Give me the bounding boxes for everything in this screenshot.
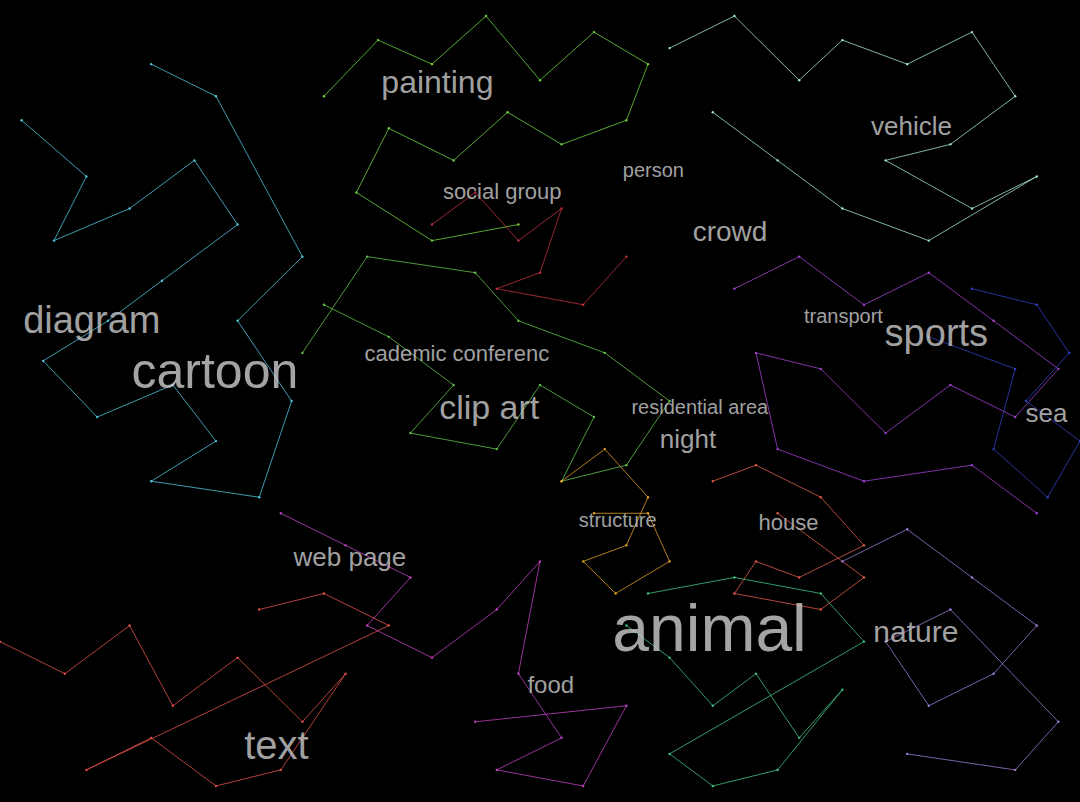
svg-text:nature: nature xyxy=(873,615,958,648)
svg-text:person: person xyxy=(623,159,684,181)
svg-text:clip art: clip art xyxy=(439,388,540,426)
svg-text:painting: painting xyxy=(381,64,493,100)
svg-text:house: house xyxy=(758,510,818,535)
svg-text:social group: social group xyxy=(443,179,562,204)
svg-text:food: food xyxy=(527,671,574,698)
svg-text:text: text xyxy=(244,723,308,767)
svg-text:cademic conferenc: cademic conferenc xyxy=(365,341,550,366)
svg-text:residential area: residential area xyxy=(631,396,769,418)
svg-text:sea: sea xyxy=(1026,398,1068,428)
svg-text:animal: animal xyxy=(612,591,806,665)
svg-text:vehicle: vehicle xyxy=(871,111,952,141)
svg-text:night: night xyxy=(660,424,717,454)
svg-text:sports: sports xyxy=(885,312,988,354)
svg-text:crowd: crowd xyxy=(693,216,768,247)
svg-text:structure: structure xyxy=(579,509,657,531)
svg-text:transport: transport xyxy=(804,305,883,327)
svg-text:cartoon: cartoon xyxy=(132,343,299,399)
svg-text:diagram: diagram xyxy=(23,299,160,341)
svg-text:web page: web page xyxy=(293,542,407,572)
